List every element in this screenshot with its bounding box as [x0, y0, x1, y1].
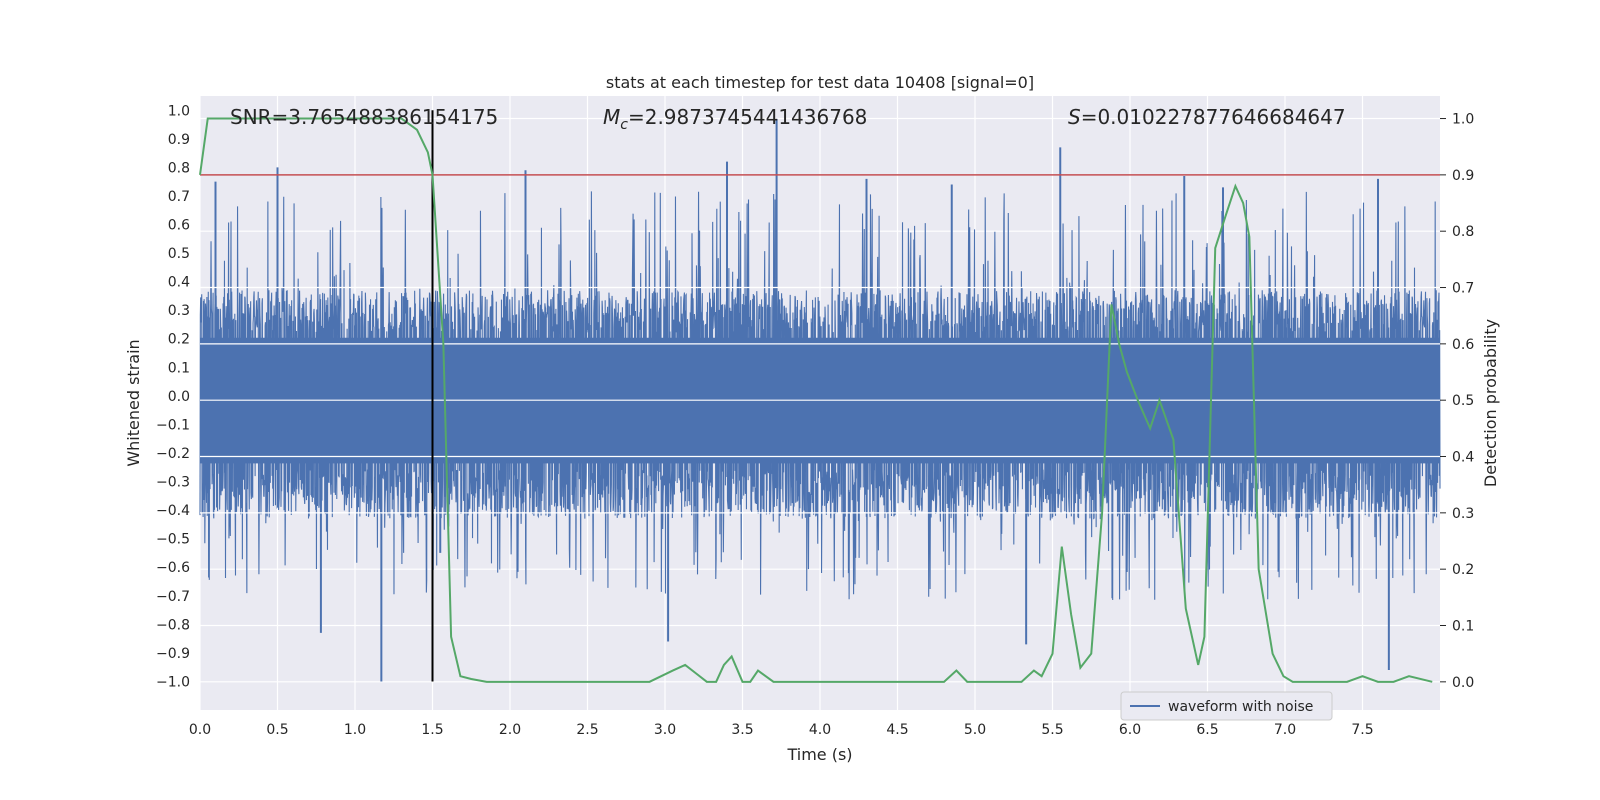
detection-probability-line: [199, 117, 1433, 683]
y-left-tick-label-3: 0.7: [168, 189, 190, 205]
y-left-tick-label-13: −0.3: [156, 475, 190, 491]
overlays: [199, 110, 1440, 683]
annotation-s: S=0.010227877646684647: [1068, 105, 1346, 129]
legend: waveform with noise: [1120, 691, 1333, 721]
y-right-tick-label-6: 0.4: [1452, 450, 1474, 466]
y-right-tick-label-9: 0.1: [1452, 619, 1474, 635]
x-tick-label-9: 4.5: [886, 722, 908, 738]
y-left-tick-label-11: −0.1: [156, 417, 190, 433]
x-tick-label-15: 7.5: [1351, 722, 1373, 738]
y-left-tick-label-5: 0.5: [168, 246, 190, 262]
x-tick-label-7: 3.5: [731, 722, 753, 738]
y-right-tick-label-4: 0.6: [1452, 337, 1474, 353]
y-left-tick-label-6: 0.4: [168, 275, 190, 291]
y-right-tick-label-7: 0.3: [1452, 506, 1474, 522]
chirp-mass-symbol: M: [603, 105, 620, 129]
y-right-tick-label-5: 0.5: [1452, 393, 1474, 409]
x-tick-label-5: 2.5: [576, 722, 598, 738]
waveform-trace: [199, 191, 1441, 601]
y-left-tick-label-15: −0.5: [156, 532, 190, 548]
x-tick-label-13: 6.5: [1196, 722, 1218, 738]
s-symbol: S: [1068, 105, 1081, 129]
chart-title: stats at each timestep for test data 104…: [606, 73, 1034, 92]
y-right-tick-label-8: 0.2: [1452, 562, 1474, 578]
y-left-tick-label-1: 0.9: [168, 132, 190, 148]
y-left-tick-label-18: −0.8: [156, 617, 190, 633]
y-left-tick-label-12: −0.2: [156, 446, 190, 462]
y-right-tick-labels: 1.0 0.9 0.8 0.7 0.6 0.5 0.4 0.3 0.2 0.1 0.0: [1440, 112, 1474, 691]
x-tick-label-2: 1.0: [344, 722, 366, 738]
annotation-chirp-mass: Mc=2.9873745441436768: [603, 105, 867, 133]
x-tick-label-14: 7.0: [1274, 722, 1296, 738]
x-tick-label-0: 0.0: [189, 722, 211, 738]
y-left-tick-label-20: −1.0: [156, 674, 190, 690]
chirp-mass-subscript: c: [620, 117, 628, 133]
x-tick-label-3: 1.5: [421, 722, 443, 738]
y-left-tick-label-4: 0.6: [168, 218, 190, 234]
y-axis-label-right: Detection probability: [1481, 319, 1500, 487]
x-tick-label-8: 4.0: [809, 722, 831, 738]
y-left-tick-label-17: −0.7: [156, 589, 190, 605]
y-left-tick-label-16: −0.6: [156, 560, 190, 576]
y-left-tick-label-8: 0.2: [168, 332, 190, 348]
y-right-tick-label-1: 0.9: [1452, 168, 1474, 184]
x-tick-label-6: 3.0: [654, 722, 676, 738]
y-left-tick-label-9: 0.1: [168, 360, 190, 376]
y-left-tick-label-0: 1.0: [168, 103, 190, 119]
y-right-tick-label-0: 1.0: [1452, 112, 1474, 128]
x-tick-label-12: 6.0: [1119, 722, 1141, 738]
y-right-tick-label-10: 0.0: [1452, 675, 1474, 691]
x-tick-label-11: 5.5: [1041, 722, 1063, 738]
y-left-tick-label-19: −0.9: [156, 646, 190, 662]
legend-box: [1120, 691, 1333, 721]
x-tick-label-4: 2.0: [499, 722, 521, 738]
x-tick-label-10: 5.0: [964, 722, 986, 738]
annotation-snr: SNR=3.765488386154175: [230, 105, 498, 129]
y-right-tick-label-2: 0.8: [1452, 224, 1474, 240]
y-left-tick-label-14: −0.4: [156, 503, 190, 519]
x-tick-labels: 0.0 0.5 1.0 1.5 2.0 2.5 3.0 3.5 4.0 4.5 5.0 5.5 6.0 6…: [189, 722, 1374, 738]
y-left-tick-label-7: 0.3: [168, 303, 190, 319]
y-left-tick-labels: 1.0 0.9 0.8 0.7 0.6 0.5 0.4 0.3 0.2 0.1 0.0 −0.1 −0.…: [156, 103, 190, 690]
legend-label-waveform: waveform with noise: [1168, 699, 1313, 715]
y-right-tick-label-3: 0.7: [1452, 281, 1474, 297]
y-left-tick-label-2: 0.8: [168, 160, 190, 176]
x-axis-label: Time (s): [786, 745, 852, 764]
x-tick-label-1: 0.5: [266, 722, 288, 738]
y-axis-label-left: Whitened strain: [124, 339, 143, 466]
chirp-mass-value: =2.9873745441436768: [628, 105, 867, 129]
s-value: =0.010227877646684647: [1081, 105, 1346, 129]
y-left-tick-label-10: 0.0: [168, 389, 190, 405]
